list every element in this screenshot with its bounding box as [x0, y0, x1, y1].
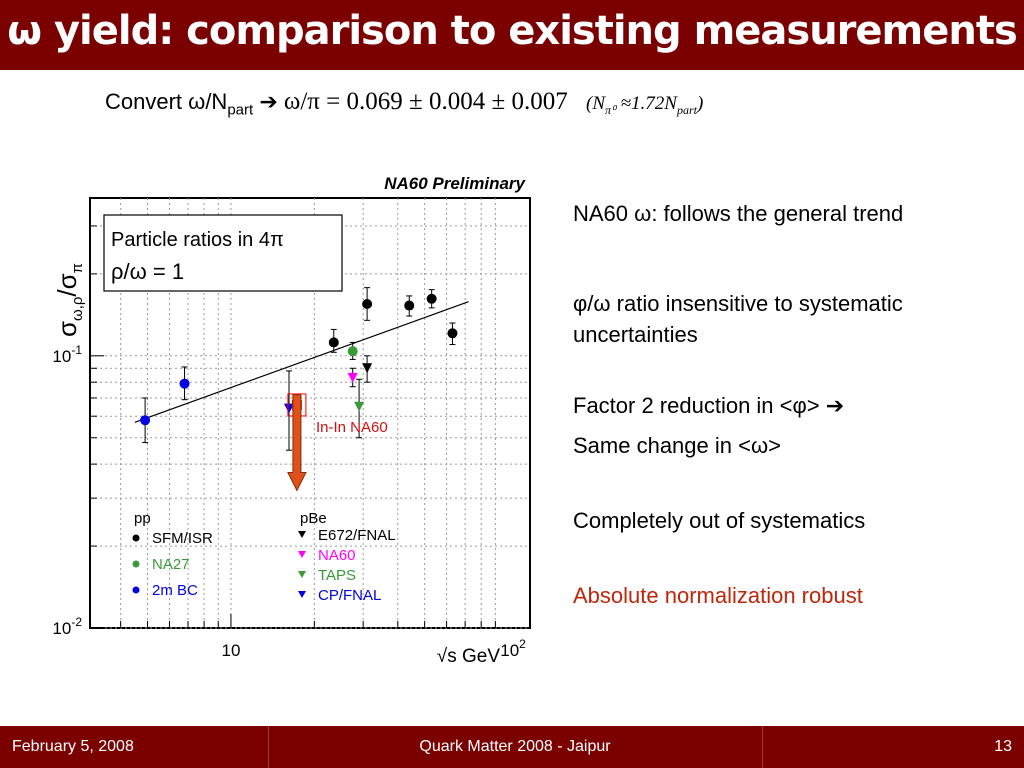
legend-group-label: pp: [134, 510, 151, 527]
data-point: [404, 300, 415, 311]
legend-marker: [298, 591, 306, 598]
legend-entry: CP/FNAL: [318, 587, 381, 604]
ratio-box-line2: ρ/ω = 1: [111, 259, 184, 284]
legend-entry: 2m BC: [152, 582, 198, 599]
title-bar: ω yield: comparison to existing measurem…: [0, 0, 1024, 70]
right-line3: Factor 2 reduction in <φ> ➔: [573, 390, 1023, 421]
na60-label: In-In NA60: [316, 419, 388, 436]
y-label-sub2: π: [69, 263, 86, 273]
y-label-sep: /σ: [52, 273, 82, 296]
legend-entry: TAPS: [318, 567, 356, 584]
convert-note-rest: ≈1.72N: [620, 93, 677, 114]
x-axis-label: √s GeV: [437, 646, 501, 667]
y-label-main: σ: [52, 321, 82, 337]
y-label-sub: ω,ρ: [69, 297, 86, 321]
convert-note-open: (N: [586, 93, 606, 114]
fit-line: [134, 301, 469, 423]
slide-title: ω yield: comparison to existing measurem…: [7, 8, 1018, 54]
svg-text:σω,ρ/σπ: σω,ρ/σπ: [52, 263, 86, 337]
footer-date: February 5, 2008: [12, 738, 134, 755]
data-point: [347, 372, 358, 383]
data-point: [362, 363, 373, 374]
right-line6: Absolute normalization robust: [573, 580, 1023, 611]
x-tick-label: 102: [500, 637, 526, 660]
convert-note-sub2: part: [676, 102, 697, 117]
convert-note: (Nπ⁰ ≈1.72Npart): [586, 93, 704, 117]
data-point: [347, 346, 358, 357]
legend-marker: [132, 560, 140, 568]
data-point: [447, 328, 458, 339]
legend-entry: SFM/ISR: [152, 530, 213, 547]
legend-entry: E672/FNAL: [318, 527, 396, 544]
footer-divider-left: [268, 726, 269, 768]
convert-sub: part: [227, 101, 254, 119]
data-point: [354, 401, 365, 412]
data-point: [179, 378, 190, 389]
right-line5: Completely out of systematics: [573, 505, 1023, 536]
y-tick-label: 10-2: [52, 615, 82, 638]
ratio-box: [103, 214, 343, 292]
legend-marker: [298, 551, 306, 558]
data-point: [328, 337, 339, 348]
right-line1: NA60 ω: follows the general trend: [573, 198, 1023, 229]
y-axis-label: σω,ρ/σπ: [52, 263, 86, 337]
right-line4-text: Same change in <ω>: [573, 433, 781, 458]
data-point: [140, 415, 151, 426]
data-point: [362, 299, 373, 310]
right-line2: φ/ω ratio insensitive to systematic uncer…: [573, 288, 1023, 350]
right-line4: Same change in <ω>: [573, 430, 1023, 461]
right-line1-text: NA60 ω: follows the general trend: [573, 201, 904, 226]
na60-arrow: [287, 394, 307, 492]
footer-conference: Quark Matter 2008 - Jaipur: [419, 738, 611, 755]
convert-text: Convert ω/N: [105, 89, 228, 114]
convert-note-sub: π⁰: [605, 102, 616, 117]
right-line6-text: Absolute normalization robust: [573, 583, 863, 608]
right-line3-text: Factor 2 reduction in <φ> ➔: [573, 393, 845, 418]
legend-marker: [298, 571, 306, 578]
right-line5-text: Completely out of systematics: [573, 508, 866, 533]
y-tick-label: 10-1: [52, 343, 82, 366]
legend-marker: [132, 586, 140, 594]
right-line2a: φ/ω ratio insensitive to systematic: [573, 291, 903, 316]
legend-group-label: pBe: [300, 510, 327, 527]
convert-arrow: ➔: [259, 89, 278, 114]
legend-entry: NA60: [318, 547, 356, 564]
footer: February 5, 2008 Quark Matter 2008 - Jai…: [0, 726, 1024, 768]
footer-page-number: 13: [994, 738, 1012, 755]
chart-title: NA60 Preliminary: [384, 174, 526, 193]
legend-marker: [298, 531, 306, 538]
legend-marker: [132, 534, 140, 542]
data-point: [426, 293, 437, 304]
x-tick-label: 10: [221, 641, 240, 660]
convert-line: Convert ω/Npart ➔ ω/π = 0.069 ± 0.004 ± …: [105, 88, 703, 118]
ratio-box-line1: Particle ratios in 4π: [111, 229, 284, 251]
legend-entry: NA27: [152, 556, 190, 573]
footer-divider-right: [762, 726, 763, 768]
yield-chart: NA60 Preliminary 10 102 10-2 10-1 σω,ρ/σπ √…: [52, 174, 531, 667]
data-point: [284, 403, 295, 414]
convert-note-close: ): [697, 93, 704, 114]
convert-formula: ω/π = 0.069 ± 0.004 ± 0.007: [283, 88, 568, 115]
right-line2b: uncertainties: [573, 322, 698, 347]
